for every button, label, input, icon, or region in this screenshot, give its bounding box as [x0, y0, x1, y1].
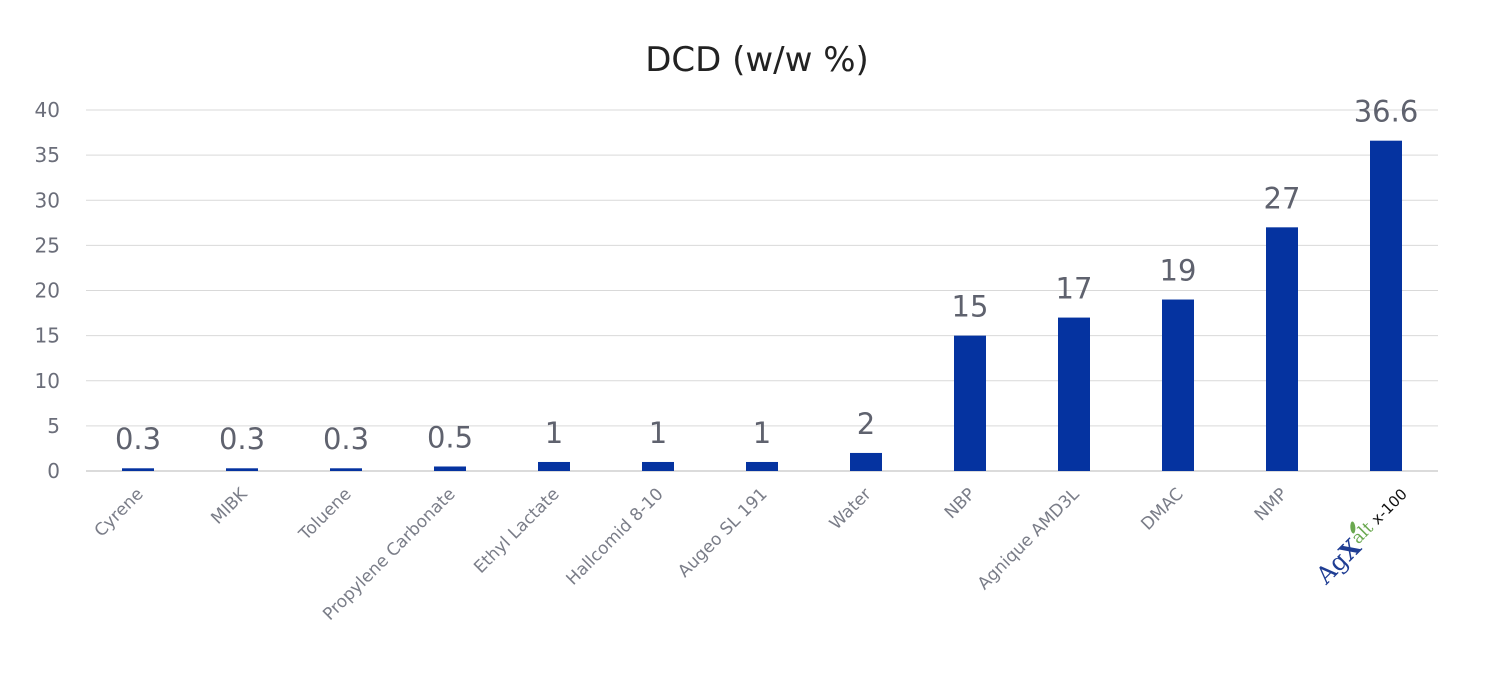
- y-tick-label: 40: [35, 98, 60, 122]
- x-tick-label-logo: AgXaltx-100: [1309, 483, 1416, 590]
- bar: [122, 468, 154, 471]
- bar: [850, 452, 882, 471]
- data-label: 0.5: [427, 420, 473, 454]
- bar: [1370, 140, 1402, 471]
- bar: [434, 466, 466, 471]
- y-tick-label: 20: [35, 279, 60, 303]
- x-tick-label: Hallcomid 8-10: [563, 484, 668, 589]
- bars: [122, 140, 1402, 471]
- data-label: 1: [545, 416, 563, 450]
- data-labels: 0.3 0.3 0.3 0.5 1 1 1 2 15 17 19 27 36.6: [115, 95, 1418, 456]
- bar: [1162, 299, 1194, 471]
- bar: [746, 461, 778, 471]
- x-tick-label: NMP: [1251, 484, 1292, 525]
- data-label: 27: [1264, 181, 1301, 215]
- x-tick-label: MIBK: [207, 484, 252, 529]
- bar: [330, 468, 362, 471]
- y-tick-label: 15: [35, 324, 60, 348]
- x-tick-label: DMAC: [1137, 484, 1187, 534]
- chart-title: DCD (w/w %): [645, 40, 869, 80]
- y-axis-ticks: 0 5 10 15 20 25 30 35 40: [35, 98, 60, 483]
- x-tick-label: Agnique AMD3L: [974, 484, 1084, 594]
- y-tick-label: 30: [35, 188, 60, 212]
- data-label: 1: [753, 416, 771, 450]
- y-tick-label: 25: [35, 233, 60, 257]
- data-label: 15: [952, 290, 989, 324]
- y-tick-label: 5: [47, 414, 60, 438]
- y-tick-label: 0: [47, 459, 60, 483]
- data-label: 0.3: [219, 422, 265, 456]
- data-label: 36.6: [1354, 95, 1419, 129]
- x-tick-label: Water: [826, 484, 876, 534]
- y-tick-label: 10: [35, 369, 60, 393]
- x-tick-label: NBP: [941, 484, 980, 523]
- data-label: 2: [857, 407, 875, 441]
- x-tick-label: Ethyl Lactate: [470, 484, 563, 577]
- bar: [1266, 227, 1298, 471]
- data-label: 17: [1056, 272, 1093, 306]
- bar: [538, 461, 570, 471]
- bar: [642, 461, 674, 471]
- logo-suffix: x-100: [1368, 485, 1411, 528]
- x-tick-label: Toluene: [295, 484, 356, 545]
- bar: [226, 468, 258, 471]
- bar: [954, 335, 986, 471]
- y-tick-label: 35: [35, 143, 60, 167]
- bar: [1058, 317, 1090, 471]
- data-label: 0.3: [115, 422, 161, 456]
- data-label: 0.3: [323, 422, 369, 456]
- grid-lines: [86, 109, 1438, 472]
- data-label: 1: [649, 416, 667, 450]
- x-tick-label: Augeo SL 191: [674, 484, 771, 581]
- leaf-icon: [1350, 521, 1356, 534]
- x-tick-label: Cyrene: [91, 484, 148, 541]
- agxalt-logo: AgXaltx-100: [1309, 483, 1416, 590]
- data-label: 19: [1160, 254, 1197, 288]
